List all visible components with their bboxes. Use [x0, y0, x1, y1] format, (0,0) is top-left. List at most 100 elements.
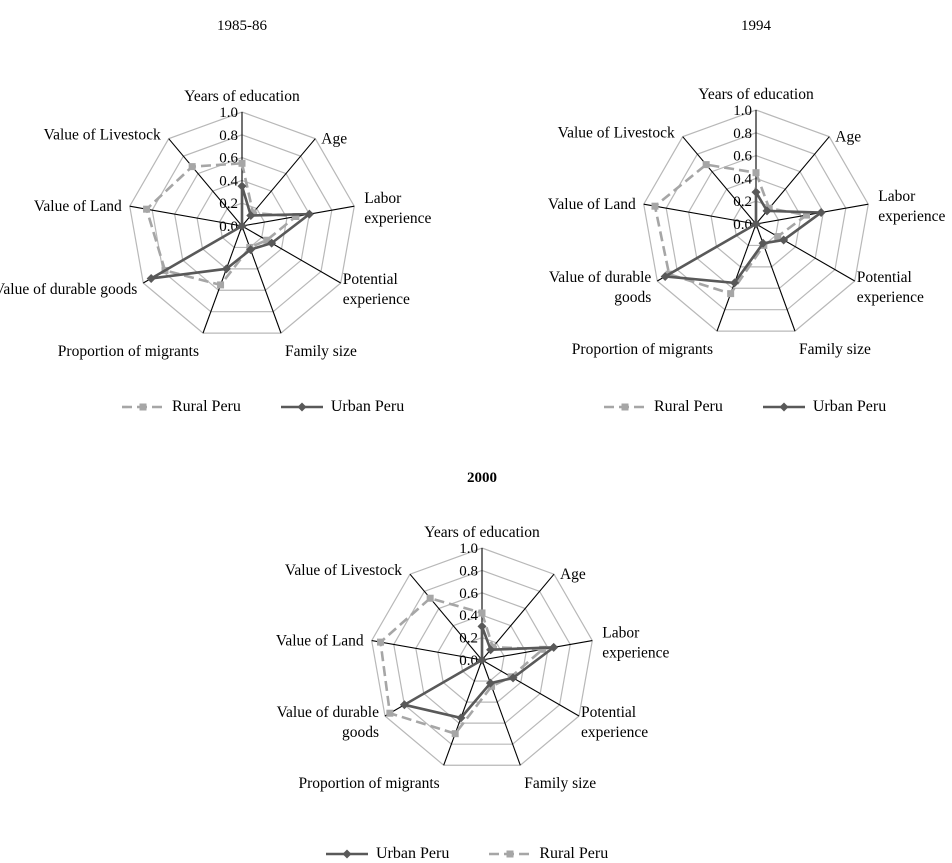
legend-item: Urban Peru [761, 398, 886, 416]
axis-spoke [409, 573, 483, 661]
tick-label: 0.8 [733, 126, 752, 142]
radar-axes [371, 548, 593, 766]
data-point [217, 281, 225, 289]
data-point [751, 219, 761, 229]
grid-ring [415, 592, 549, 724]
axis-label: Family size [285, 343, 357, 360]
series-urban-peru [399, 621, 559, 723]
chart-title: 1985-86 [217, 18, 267, 34]
axis-label: Family size [799, 341, 871, 358]
radar-axis-labels: Years of education Age Labor experience Pote… [0, 88, 432, 360]
axis-spoke [168, 138, 243, 227]
radar-grid [371, 547, 593, 766]
data-point [702, 161, 710, 169]
axis-label: Years of education [184, 88, 300, 105]
axis-label: Labor [364, 190, 402, 207]
grid-ring [174, 156, 310, 291]
axis-spoke [443, 659, 483, 766]
data-point [489, 643, 497, 651]
axis-spoke [755, 223, 856, 282]
series-urban-peru [660, 187, 826, 288]
data-point [143, 205, 151, 213]
tick-label: 1.0 [459, 541, 478, 557]
axis-label: Potential [343, 271, 398, 288]
axis-label: Labor [602, 625, 640, 642]
data-point [485, 678, 495, 688]
data-point [477, 621, 487, 631]
data-point [399, 700, 409, 710]
axis-label: goods [342, 724, 379, 741]
legend-label: Urban Peru [376, 845, 450, 862]
tick-label: 0.2 [219, 196, 238, 212]
legend-item: Urban Peru [324, 845, 449, 863]
axis-label: Age [321, 131, 347, 148]
data-point [267, 238, 277, 248]
axis-label: experience [581, 724, 648, 741]
axis-label: experience [364, 210, 431, 227]
data-point [221, 264, 231, 274]
axis-spoke [755, 203, 869, 225]
legend-label: Urban Peru [330, 398, 405, 415]
axis-label: experience [602, 645, 669, 662]
axis-label: Proportion of migrants [572, 341, 713, 358]
data-point [238, 159, 246, 167]
tick-label: 0.4 [219, 173, 238, 189]
data-point [304, 209, 314, 219]
chart-title: 1994 [741, 18, 771, 34]
axis-spoke [716, 223, 757, 332]
axis-label: Labor [878, 188, 916, 205]
data-point [539, 645, 547, 653]
radar-axis-labels: Years of education Age Labor experience Pote… [548, 86, 946, 358]
axis-label: Proportion of migrants [298, 775, 439, 792]
data-point [730, 278, 740, 288]
data-point [779, 235, 789, 245]
data-point [263, 236, 271, 244]
data-point [188, 163, 196, 171]
grid-ring [688, 154, 824, 289]
axis-spoke [241, 225, 282, 334]
tick-label: 0.4 [459, 608, 478, 624]
tick-label: 0.8 [219, 128, 238, 144]
legend-label: Rural Peru [654, 398, 723, 415]
axis-label: Value of Land [34, 198, 122, 215]
data-point [451, 730, 459, 738]
axis-label: Value of Livestock [285, 562, 402, 579]
legend-item: Urban Peru [279, 398, 404, 416]
data-point [477, 655, 487, 665]
axis-label: Age [835, 129, 861, 146]
radar-chart-1985-86: 1985-86 0.0 0.2 0.4 0.6 0.8 1.0 Years of educa… [0, 0, 480, 430]
legend-marker [297, 402, 307, 412]
data-point [752, 169, 760, 177]
data-point [146, 273, 156, 283]
grid-ring [129, 111, 355, 334]
data-point [660, 271, 670, 281]
data-point [386, 709, 394, 717]
tick-label: 0.2 [459, 631, 478, 647]
axis-label: experience [857, 289, 924, 306]
radar-grid [643, 109, 869, 332]
data-point [751, 187, 761, 197]
data-point [478, 609, 486, 617]
radar-tick-labels: 0.00.20.40.60.81.0 [219, 105, 238, 235]
legend-swatch [604, 403, 646, 411]
axis-spoke [643, 203, 757, 225]
legend-item: Rural Peru [487, 845, 608, 863]
axis-label: Potential [581, 704, 636, 721]
legend-swatch [489, 850, 532, 858]
grid-ring [196, 179, 288, 270]
chart-legend: Urban Peru Rural Peru [324, 845, 608, 863]
axis-spoke [682, 136, 757, 225]
legend-label: Rural Peru [539, 845, 609, 862]
axis-label: Value of durable [277, 704, 380, 721]
chart-legend: Rural Peru Urban Peru [120, 398, 404, 416]
axis-label: Years of education [424, 524, 540, 541]
legend-marker [779, 402, 789, 412]
axis-spoke [241, 225, 342, 284]
chart-title: 2000 [467, 470, 497, 486]
legend-marker [621, 403, 629, 411]
tick-label: 1.0 [219, 105, 238, 121]
data-point [765, 204, 773, 212]
